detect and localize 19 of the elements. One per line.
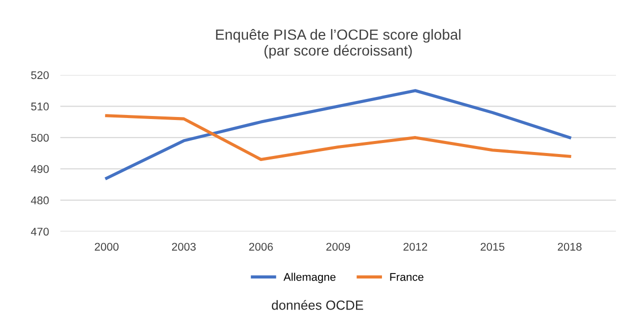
chart-title: Enquête PISA de l’OCDE score global (par score décroissant) [216,29,460,59]
x-tick-label: 2009 [326,242,350,251]
line-series [105,114,572,162]
legend-label: Allemagne [284,272,336,284]
y-tick-label: 520 [31,71,49,80]
y-tick-label: 490 [30,165,49,174]
x-tick-label: 2003 [172,242,196,251]
legend-label: France [390,273,424,281]
x-tick-label: 2015 [480,242,504,251]
line-series [105,89,572,180]
x-tick-label: 2006 [249,242,273,251]
text: données OCDE [272,300,364,310]
x-tick-label: 2018 [558,242,582,251]
x-tick-label: 2012 [404,242,428,251]
y-tick-label: 470 [30,228,49,236]
y-tick-label: 500 [31,134,49,142]
y-tick-label: 510 [31,102,49,110]
x-tick-label: 2000 [94,242,119,251]
y-tick-label: 480 [30,196,49,204]
